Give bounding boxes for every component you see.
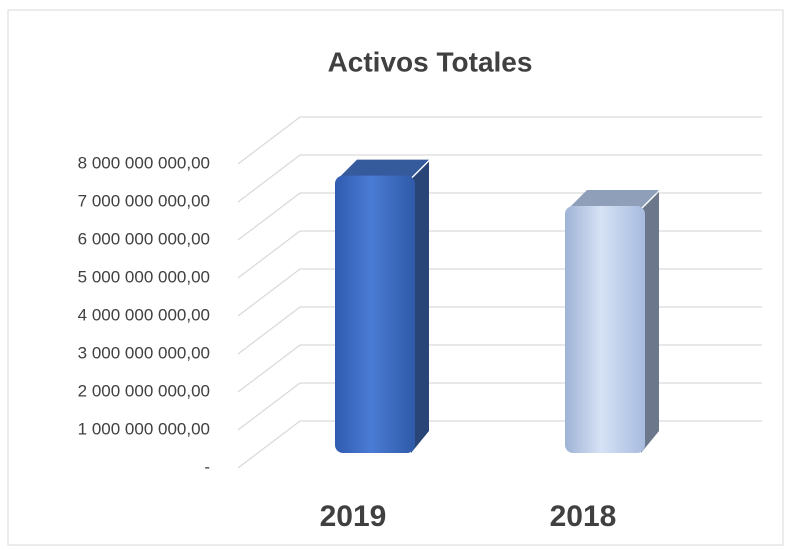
grid-line [237, 154, 762, 203]
y-tick-label: 3 000 000 000,00 [78, 343, 210, 362]
y-tick-label: 2 000 000 000,00 [78, 381, 210, 400]
bar-front [565, 206, 645, 453]
y-tick-label: 8 000 000 000,00 [78, 153, 210, 172]
x-tick-label: 2019 [320, 500, 387, 533]
grid-line [237, 116, 762, 165]
y-tick-label: 7 000 000 000,00 [78, 191, 210, 210]
y-tick-label: 5 000 000 000,00 [78, 267, 210, 286]
bar [565, 190, 659, 453]
chart-title: Activos Totales [328, 46, 533, 77]
y-tick-label: 4 000 000 000,00 [78, 305, 210, 324]
bar [335, 159, 429, 453]
bar-top [339, 159, 429, 178]
y-tick-label: 6 000 000 000,00 [78, 229, 210, 248]
bar-front [335, 175, 415, 453]
y-tick-label: 1 000 000 000,00 [78, 419, 210, 438]
x-tick-label: 2018 [550, 500, 617, 533]
y-tick-label: - [204, 457, 210, 476]
bar-top [569, 190, 659, 208]
bar-side [411, 161, 429, 453]
bar-side [641, 192, 659, 453]
